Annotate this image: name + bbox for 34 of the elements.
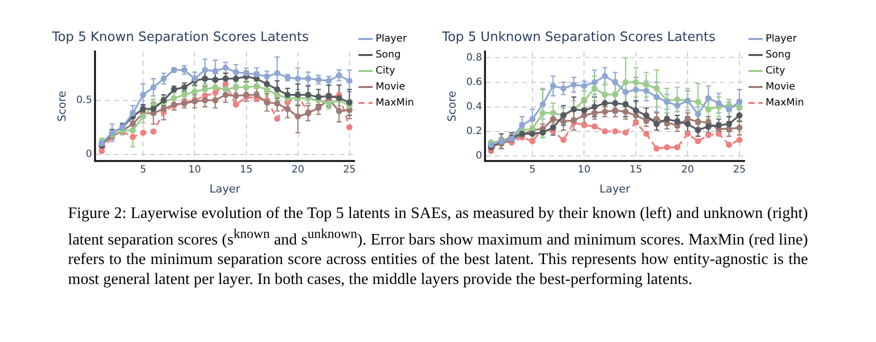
x-tick-label: 10 (578, 164, 591, 176)
y-tick-label: 0.2 (466, 126, 482, 137)
legend-label: MaxMin (766, 98, 804, 109)
x-tick-label: 20 (681, 164, 694, 176)
legend-label: City (766, 66, 786, 77)
x-axis-title: Layer (210, 182, 241, 196)
caption: Figure 2: Layerwise evolution of the Top 5 latents in SAEs, as measured by their known (left) and unknown (right) latent separation scores (s$^{known}$ and s$^{unknown}$). Error bars show maximum and minimum scores. MaxMin (red line) refers to the minimum separation score across entities of the best latent. This represents how entity-agnostic is the most general latent per layer. In both cases, the middle layers provide the best-performing latents. (68, 204, 808, 290)
chart-title: Top 5 Unknown Separation Scores Latents (441, 30, 716, 46)
legend-label: Song (766, 50, 791, 61)
y-tick-label: 0.4 (466, 101, 482, 112)
x-tick-label: 20 (291, 164, 304, 176)
legend-label: MaxMin (376, 98, 414, 109)
y-axis-title: Score (55, 90, 68, 122)
x-tick-label: 5 (529, 164, 536, 176)
legend-label: Movie (376, 82, 406, 93)
chart-title: Top 5 Known Separation Scores Latents (51, 30, 309, 46)
y-tick-label: 0.6 (466, 76, 482, 88)
x-tick-label: 25 (343, 164, 356, 176)
x-axis-title: Layer (600, 182, 631, 196)
x-tick-label: 25 (733, 164, 746, 176)
x-tick-label: 5 (140, 164, 146, 176)
y-tick-label: 0.5 (76, 94, 92, 106)
y-tick-label: 0 (86, 148, 92, 160)
y-tick-label: 0 (476, 150, 482, 162)
legend-label: Player (766, 34, 798, 45)
legend-label: City (376, 66, 396, 77)
x-tick-label: 10 (188, 164, 202, 176)
legend-label: Song (376, 50, 401, 61)
y-axis-title: Score (445, 90, 458, 122)
legend-label: Player (376, 34, 408, 45)
x-tick-label: 15 (240, 164, 253, 176)
y-tick-label: 0.8 (466, 52, 482, 64)
legend-label: Movie (766, 82, 796, 93)
x-tick-label: 15 (630, 164, 642, 176)
